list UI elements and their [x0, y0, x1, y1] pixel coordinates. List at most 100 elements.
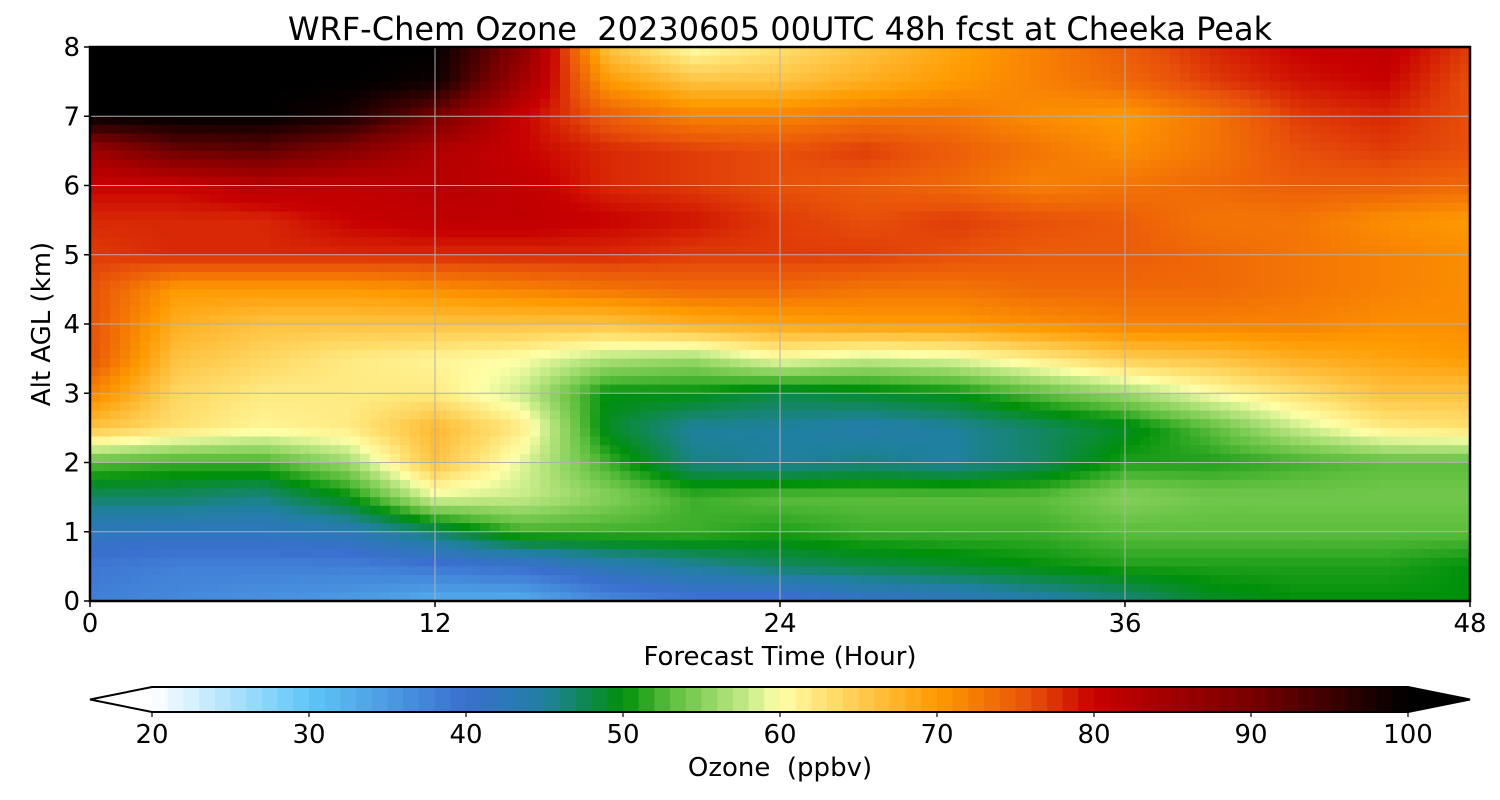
heatmap-cell [820, 168, 831, 178]
heatmap-cell [630, 202, 641, 213]
heatmap-cell [120, 298, 131, 308]
heatmap-cell [870, 142, 881, 152]
heatmap-cell [1100, 211, 1111, 221]
heatmap-cell [390, 202, 401, 213]
heatmap-cell [1170, 237, 1181, 247]
heatmap-cell [930, 341, 941, 351]
heatmap-cell [1210, 72, 1221, 83]
heatmap-cell [190, 133, 201, 143]
heatmap-cell [100, 315, 111, 325]
heatmap-cell [230, 176, 241, 187]
heatmap-cell [470, 142, 481, 152]
heatmap-cell [960, 246, 971, 256]
heatmap-cell [330, 72, 341, 83]
heatmap-cell [980, 47, 991, 57]
heatmap-cell [550, 81, 561, 91]
heatmap-cell [1270, 116, 1281, 126]
heatmap-cell [110, 72, 121, 83]
heatmap-cell [90, 220, 101, 230]
heatmap-cell [970, 150, 981, 161]
heatmap-cell [400, 272, 411, 282]
heatmap-cell [840, 47, 851, 57]
heatmap-cell [620, 220, 631, 230]
heatmap-cell [970, 142, 981, 152]
heatmap-cell [1100, 280, 1111, 290]
heatmap-cell [490, 150, 501, 161]
heatmap-cell [1240, 211, 1251, 221]
heatmap-cell [1370, 263, 1381, 273]
heatmap-cell [190, 298, 201, 308]
heatmap-cell [170, 289, 181, 299]
heatmap-cell [280, 185, 291, 195]
heatmap-cell [530, 133, 541, 143]
heatmap-cell [420, 228, 431, 239]
heatmap-cell [360, 81, 371, 91]
heatmap-cell [700, 220, 711, 230]
heatmap-cell [1230, 246, 1241, 256]
heatmap-cell [1240, 272, 1251, 282]
heatmap-cell [960, 220, 971, 230]
heatmap-cell [330, 341, 341, 351]
heatmap-cell [830, 272, 841, 282]
heatmap-cell [410, 107, 421, 117]
heatmap-cell [1400, 176, 1411, 187]
heatmap-cell [900, 168, 911, 178]
heatmap-cell [740, 185, 751, 195]
heatmap-cell [1090, 246, 1101, 256]
heatmap-cell [750, 124, 761, 135]
heatmap-cell [150, 133, 161, 143]
heatmap-cell [770, 228, 781, 239]
heatmap-cell [1350, 315, 1361, 325]
heatmap-cell [880, 90, 891, 100]
heatmap-cell [810, 168, 821, 178]
heatmap-cell [470, 159, 481, 169]
heatmap-cell [1210, 98, 1221, 109]
heatmap-cell [270, 349, 281, 360]
heatmap-cell [310, 185, 321, 195]
heatmap-cell [1250, 349, 1261, 360]
heatmap-cell [1160, 176, 1171, 187]
heatmap-cell [940, 168, 951, 178]
heatmap-cell [130, 358, 141, 368]
heatmap-cell [100, 150, 111, 161]
heatmap-cell [280, 289, 291, 299]
heatmap-cell [1020, 228, 1031, 239]
heatmap-cell [1360, 315, 1371, 325]
heatmap-cell [1160, 211, 1171, 221]
heatmap-cell [950, 228, 961, 239]
heatmap-cell [250, 349, 261, 360]
heatmap-cell [850, 306, 861, 316]
heatmap-cell [1440, 168, 1451, 178]
heatmap-cell [340, 349, 351, 360]
heatmap-cell [690, 263, 701, 273]
heatmap-cell [280, 116, 291, 126]
heatmap-cell [650, 107, 661, 117]
heatmap-cell [740, 168, 751, 178]
heatmap-cell [1260, 124, 1271, 135]
heatmap-cell [180, 202, 191, 213]
heatmap-cell [980, 194, 991, 204]
heatmap-cell [570, 168, 581, 178]
heatmap-cell [240, 116, 251, 126]
heatmap-cell [770, 142, 781, 152]
heatmap-cell [590, 263, 601, 273]
heatmap-cell [90, 124, 101, 135]
heatmap-cell [1340, 124, 1351, 135]
heatmap-cell [1220, 324, 1231, 334]
heatmap-cell [550, 272, 561, 282]
heatmap-cell [1100, 98, 1111, 109]
heatmap-cell [730, 254, 741, 265]
heatmap-cell [1280, 194, 1291, 204]
heatmap-cell [720, 168, 731, 178]
heatmap-cell [810, 150, 821, 161]
heatmap-cell [790, 176, 801, 187]
heatmap-cell [1360, 341, 1371, 351]
heatmap-cell [1410, 159, 1421, 169]
heatmap-cell [820, 263, 831, 273]
heatmap-cell [340, 98, 351, 109]
heatmap-cell [1210, 332, 1221, 342]
heatmap-cell [810, 272, 821, 282]
heatmap-cell [830, 159, 841, 169]
heatmap-cell [1230, 220, 1241, 230]
heatmap-cell [410, 298, 421, 308]
